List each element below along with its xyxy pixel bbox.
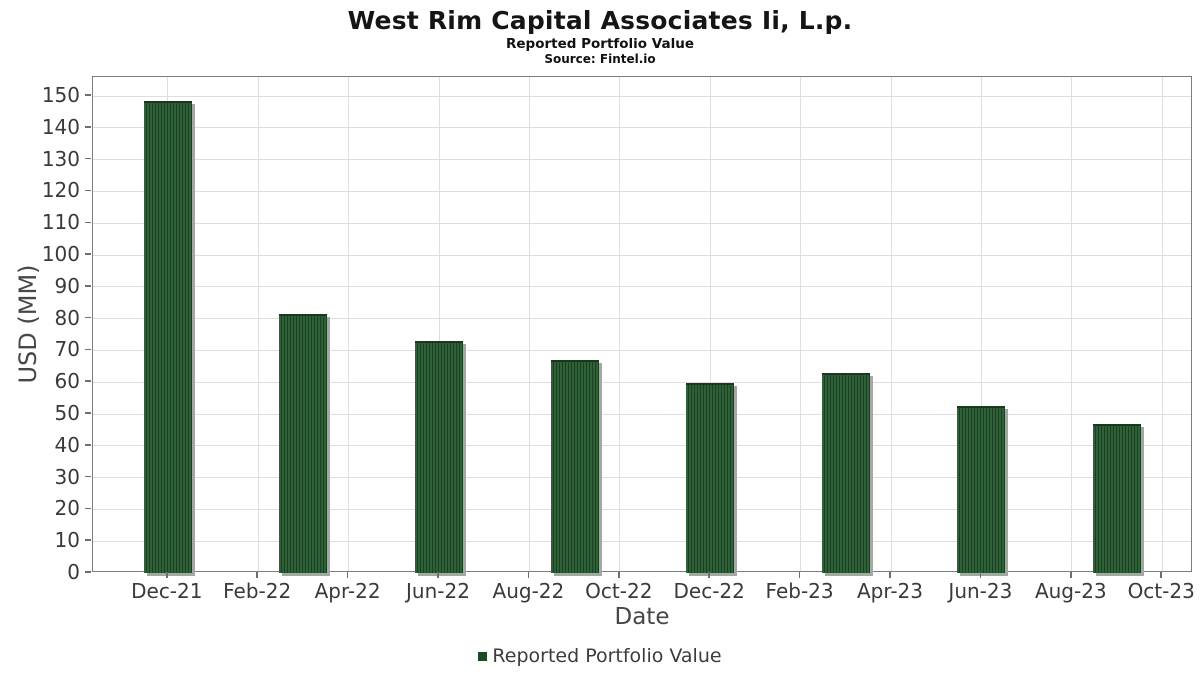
- y-tick-10: [85, 539, 91, 541]
- gridline-y-90: [93, 286, 1191, 288]
- y-tick-0: [85, 571, 91, 573]
- x-tick-Aug-22: [527, 572, 530, 578]
- x-tick-label-Oct-22: Oct-22: [585, 579, 653, 603]
- bar-Jun-23: [957, 406, 1006, 573]
- x-tick-label-Oct-23: Oct-23: [1127, 579, 1195, 603]
- legend-series-label: Reported Portfolio Value: [492, 645, 722, 667]
- gridline-x-Feb-22: [257, 77, 259, 571]
- gridline-y-100: [93, 254, 1191, 256]
- gridline-x-Oct-23: [1161, 77, 1163, 571]
- y-tick-label-80: 80: [54, 305, 80, 330]
- y-tick-120: [85, 189, 91, 192]
- gridline-y-140: [93, 127, 1191, 129]
- gridline-y-10: [93, 540, 1191, 542]
- y-tick-label-70: 70: [54, 337, 80, 362]
- gridline-y-120: [93, 190, 1191, 192]
- x-tick-label-Jun-23: Jun-23: [948, 579, 1013, 603]
- x-tick-Oct-23: [1160, 572, 1162, 578]
- y-tick-label-30: 30: [54, 464, 80, 489]
- y-tick-label-90: 90: [54, 273, 80, 298]
- x-tick-label-Dec-22: Dec-22: [673, 579, 745, 603]
- x-tick-Oct-22: [618, 572, 620, 578]
- y-tick-label-140: 140: [41, 114, 80, 139]
- plot-area: [92, 76, 1192, 573]
- y-tick-20: [85, 507, 91, 510]
- x-tick-Feb-23: [798, 572, 801, 578]
- x-tick-label-Apr-23: Apr-23: [857, 579, 923, 603]
- gridline-x-Apr-22: [348, 77, 350, 571]
- y-tick-60: [85, 380, 91, 382]
- gridline-y-40: [93, 445, 1191, 447]
- x-tick-Jun-23: [979, 572, 982, 578]
- gridline-y-30: [93, 477, 1191, 479]
- y-tick-40: [85, 444, 91, 446]
- y-tick-130: [85, 157, 91, 160]
- x-tick-label-Feb-22: Feb-22: [223, 579, 292, 603]
- gridline-y-150: [93, 95, 1191, 97]
- y-tick-50: [85, 412, 91, 414]
- gridline-y-50: [93, 413, 1191, 415]
- y-tick-80: [85, 316, 91, 319]
- x-tick-label-Jun-22: Jun-22: [406, 579, 470, 603]
- gridline-x-Apr-23: [890, 77, 892, 571]
- x-tick-label-Dec-21: Dec-21: [131, 579, 203, 603]
- gridline-x-Jun-22: [438, 77, 440, 571]
- gridline-x-Jun-23: [980, 77, 982, 571]
- gridline-y-110: [93, 222, 1191, 224]
- bar-Sep-22: [550, 359, 599, 573]
- gridline-y-60: [93, 381, 1191, 383]
- y-tick-label-150: 150: [41, 83, 80, 108]
- x-tick-Jun-22: [437, 572, 439, 578]
- chart-source: Source: Fintel.io: [544, 52, 656, 66]
- x-tick-label-Aug-23: Aug-23: [1034, 579, 1107, 603]
- x-tick-Dec-21: [166, 572, 168, 578]
- chart-subtitle: Reported Portfolio Value: [506, 36, 694, 52]
- x-tick-Apr-22: [346, 572, 349, 578]
- y-tick-label-40: 40: [54, 432, 80, 457]
- gridline-y-70: [93, 349, 1191, 351]
- x-tick-label-Apr-22: Apr-22: [314, 579, 381, 603]
- y-tick-label-110: 110: [41, 210, 80, 235]
- gridline-y-80: [93, 318, 1191, 320]
- gridline-y-20: [93, 508, 1191, 510]
- x-tick-Feb-22: [256, 572, 258, 578]
- gridline-x-Feb-23: [800, 77, 802, 571]
- y-tick-100: [85, 253, 91, 255]
- gridline-x-Aug-22: [528, 77, 530, 571]
- y-tick-label-0: 0: [67, 560, 80, 584]
- bar-Jun-22: [415, 340, 463, 573]
- bar-Sep-23: [1093, 423, 1141, 573]
- y-tick-label-120: 120: [41, 178, 80, 203]
- legend-marker-swatch: [478, 651, 488, 661]
- y-tick-label-100: 100: [41, 242, 80, 267]
- y-tick-label-10: 10: [54, 528, 80, 553]
- y-tick-label-20: 20: [54, 496, 80, 521]
- y-tick-30: [85, 475, 91, 478]
- y-tick-label-50: 50: [54, 401, 80, 426]
- chart-title: West Rim Capital Associates Ii, L.p.: [347, 6, 853, 35]
- gridline-x-Dec-22: [709, 77, 711, 571]
- x-tick-Aug-23: [1070, 572, 1072, 578]
- y-tick-label-130: 130: [41, 146, 80, 171]
- gridline-x-Oct-22: [619, 77, 621, 571]
- bar-Mar-23: [821, 372, 870, 573]
- y-tick-90: [85, 285, 91, 287]
- gridline-y-130: [93, 159, 1191, 161]
- bar-Dec-21: [143, 100, 192, 573]
- legend: Reported Portfolio Value: [0, 645, 1200, 667]
- y-tick-140: [85, 126, 91, 128]
- gridline-x-Aug-23: [1071, 77, 1073, 571]
- y-tick-150: [85, 94, 91, 96]
- x-tick-Apr-23: [889, 572, 891, 578]
- y-tick-70: [85, 348, 91, 351]
- y-tick-110: [85, 221, 91, 223]
- x-axis-label: Date: [614, 604, 670, 630]
- bar-Mar-22: [279, 313, 328, 573]
- x-tick-label-Aug-22: Aug-22: [492, 579, 565, 603]
- y-tick-label-60: 60: [54, 369, 80, 394]
- x-tick-Dec-22: [708, 572, 710, 578]
- bar-Dec-22: [686, 382, 735, 573]
- x-tick-label-Feb-23: Feb-23: [765, 579, 834, 603]
